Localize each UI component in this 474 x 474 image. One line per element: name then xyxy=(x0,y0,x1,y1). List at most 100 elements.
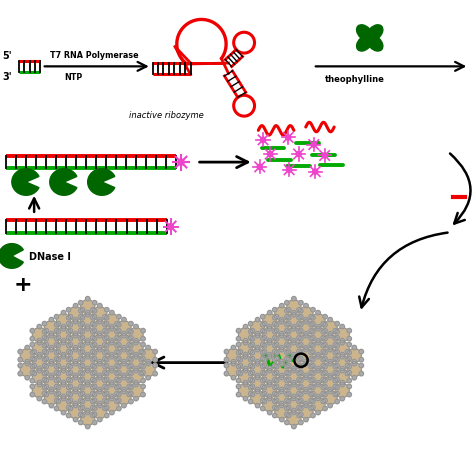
Circle shape xyxy=(168,224,173,229)
Circle shape xyxy=(292,368,296,373)
Circle shape xyxy=(321,391,326,396)
Circle shape xyxy=(146,375,150,380)
Circle shape xyxy=(347,342,351,347)
Circle shape xyxy=(85,380,90,385)
Circle shape xyxy=(292,355,296,359)
Circle shape xyxy=(299,392,303,397)
Circle shape xyxy=(255,318,260,322)
Circle shape xyxy=(248,329,253,334)
Circle shape xyxy=(262,357,267,362)
Circle shape xyxy=(237,350,241,355)
Circle shape xyxy=(98,373,102,378)
Circle shape xyxy=(55,314,59,319)
Ellipse shape xyxy=(356,25,373,41)
Circle shape xyxy=(261,392,265,397)
Circle shape xyxy=(141,392,145,397)
Circle shape xyxy=(273,344,277,348)
Polygon shape xyxy=(141,362,155,378)
Polygon shape xyxy=(45,390,58,406)
Circle shape xyxy=(340,352,345,357)
Circle shape xyxy=(333,384,337,389)
Circle shape xyxy=(316,410,320,415)
Circle shape xyxy=(85,408,90,413)
Circle shape xyxy=(261,406,265,411)
Circle shape xyxy=(122,334,126,338)
Polygon shape xyxy=(311,341,325,357)
Polygon shape xyxy=(56,313,71,329)
Circle shape xyxy=(122,347,126,352)
Circle shape xyxy=(310,405,315,410)
Circle shape xyxy=(304,318,308,322)
Circle shape xyxy=(141,356,145,361)
Circle shape xyxy=(91,344,95,348)
Circle shape xyxy=(224,357,229,362)
Circle shape xyxy=(109,368,114,373)
Circle shape xyxy=(115,399,119,404)
Circle shape xyxy=(323,350,327,355)
Polygon shape xyxy=(275,375,289,392)
Circle shape xyxy=(32,349,36,354)
Circle shape xyxy=(297,371,301,376)
Circle shape xyxy=(61,324,66,329)
Circle shape xyxy=(328,318,332,322)
Text: DNase I: DNase I xyxy=(29,252,71,262)
Circle shape xyxy=(49,403,54,408)
Circle shape xyxy=(85,424,90,429)
Circle shape xyxy=(66,344,71,348)
Circle shape xyxy=(49,347,54,352)
Circle shape xyxy=(248,344,253,348)
Circle shape xyxy=(73,373,78,378)
Polygon shape xyxy=(56,327,71,343)
Circle shape xyxy=(286,391,291,396)
Polygon shape xyxy=(81,355,95,371)
Circle shape xyxy=(127,392,131,397)
Circle shape xyxy=(297,413,301,418)
Ellipse shape xyxy=(367,25,383,41)
Circle shape xyxy=(310,385,315,390)
Polygon shape xyxy=(263,341,277,357)
Circle shape xyxy=(122,387,126,392)
Circle shape xyxy=(146,362,150,366)
Polygon shape xyxy=(129,383,143,399)
Polygon shape xyxy=(117,375,131,392)
Circle shape xyxy=(261,356,265,361)
Circle shape xyxy=(243,380,248,385)
Circle shape xyxy=(56,349,61,354)
Circle shape xyxy=(66,357,71,362)
Circle shape xyxy=(250,328,255,333)
Circle shape xyxy=(323,384,327,389)
Circle shape xyxy=(104,321,109,326)
Polygon shape xyxy=(20,347,34,364)
Polygon shape xyxy=(347,347,361,364)
Circle shape xyxy=(257,164,263,170)
Circle shape xyxy=(115,371,119,376)
Circle shape xyxy=(85,340,90,345)
Circle shape xyxy=(304,359,308,364)
Circle shape xyxy=(104,316,109,320)
Circle shape xyxy=(273,363,277,368)
Polygon shape xyxy=(105,327,119,343)
Circle shape xyxy=(139,349,144,354)
Circle shape xyxy=(299,301,303,305)
Circle shape xyxy=(92,365,97,369)
Circle shape xyxy=(79,301,83,305)
Circle shape xyxy=(255,331,260,336)
Circle shape xyxy=(91,329,95,334)
Circle shape xyxy=(310,349,315,354)
Circle shape xyxy=(109,340,114,345)
Circle shape xyxy=(309,350,313,355)
Circle shape xyxy=(109,338,114,343)
Circle shape xyxy=(255,373,260,378)
Circle shape xyxy=(310,357,315,362)
Circle shape xyxy=(299,337,303,341)
Circle shape xyxy=(292,424,296,429)
Circle shape xyxy=(55,398,59,403)
Circle shape xyxy=(243,396,248,401)
Circle shape xyxy=(134,383,138,387)
Circle shape xyxy=(98,318,102,322)
Circle shape xyxy=(280,403,284,408)
Circle shape xyxy=(224,349,229,354)
Circle shape xyxy=(66,391,71,396)
Circle shape xyxy=(267,396,272,401)
Circle shape xyxy=(347,384,351,389)
